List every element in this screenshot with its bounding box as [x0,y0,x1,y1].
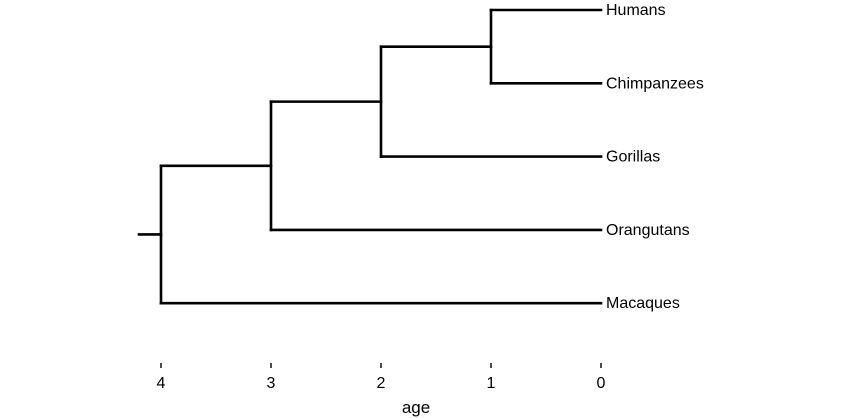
tip-label-chimpanzees: Chimpanzees [606,75,704,92]
tree-branches [137,8,603,305]
tip-label-gorillas: Gorillas [606,149,660,166]
axis-ticks: 4 3 2 1 0 [157,363,606,392]
tip-label-orangutans: Orangutans [606,222,690,239]
axis-tick-label-3: 3 [267,375,276,392]
tip-labels: Humans Chimpanzees Gorillas Orangutans Macaq… [606,2,704,312]
tip-label-humans: Humans [606,2,666,19]
axis-tick-label-1: 1 [487,375,496,392]
axis-tick-label-4: 4 [157,375,166,392]
axis-title: age [402,398,430,417]
axis-tick-label-2: 2 [377,375,386,392]
axis-tick-label-0: 0 [597,375,606,392]
age-axis: 4 3 2 1 0 age [157,363,606,417]
tip-label-macaques: Macaques [606,295,680,312]
